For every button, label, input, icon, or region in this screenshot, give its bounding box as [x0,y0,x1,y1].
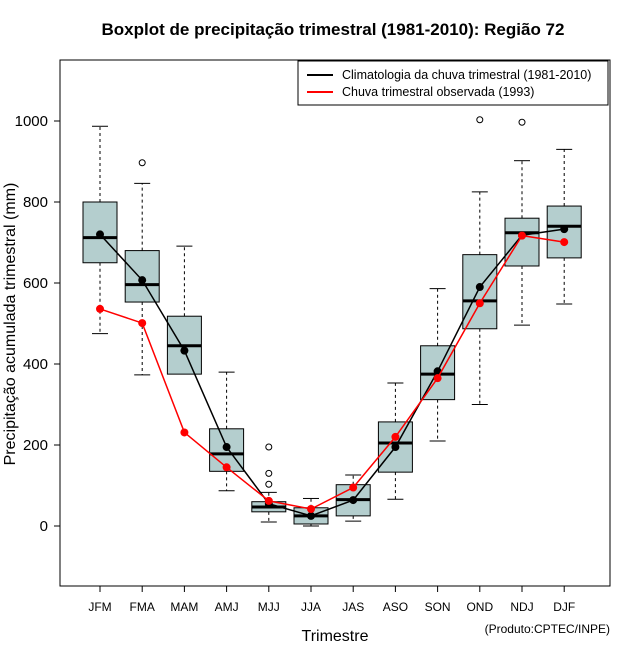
outlier-point [476,116,484,124]
box-mam [166,245,202,375]
outlier-point [138,159,146,167]
series-point [475,283,484,292]
series-point [475,299,484,308]
series-point [138,276,147,285]
series-point [264,496,273,505]
box-body [462,254,498,330]
series-point [180,428,189,437]
legend-label-observed: Chuva trimestral observada (1993) [342,85,534,99]
box-ond [462,116,498,405]
plot-frame [59,59,611,587]
y-axis-label: Precipitação acumulada trimestral (mm) [2,183,19,466]
y-tick-label: 800 [23,194,48,211]
y-tick-label: 200 [23,437,48,454]
x-tick-label: ASO [383,600,408,614]
series-observed [96,231,569,513]
series-point [349,496,358,505]
legend-label-climatology: Climatologia da chuva trimestral (1981-2… [342,68,591,82]
outlier-point [265,469,273,477]
box-mjj [251,443,287,523]
box-son [420,288,456,442]
series-line [99,234,565,510]
outlier-point [265,443,273,451]
series-point [391,443,400,452]
series-point [307,504,315,513]
x-tick-label: JJA [301,600,321,614]
x-axis-label: Trimestre [302,628,369,645]
series-point [96,230,104,239]
box-djf [546,148,582,305]
series-point [518,231,526,240]
box-amj [209,371,245,492]
x-tick-label: SON [425,600,451,614]
x-tick-label: MAM [170,600,198,614]
series-point [433,374,442,383]
series-point [560,238,569,247]
y-tick-label: 0 [40,518,48,535]
x-tick-label: DJF [553,600,575,614]
series-point [560,225,569,234]
x-tick-label: NDJ [510,600,533,614]
x-tick-label: OND [466,600,493,614]
series-climatology [96,225,569,520]
outlier-point [265,480,273,488]
box-aso [377,382,413,500]
series-point [307,511,315,520]
series-point [180,346,189,355]
credit-text: (Produto:CPTEC/INPE) [485,622,610,636]
x-tick-label: MJJ [258,600,280,614]
box-jfm [82,125,118,335]
box-body [504,217,540,267]
box-ndj [504,118,540,326]
x-tick-label: JAS [342,600,364,614]
y-tick-label: 400 [23,356,48,373]
outlier-point [518,118,526,126]
y-tick-label: 600 [23,275,48,292]
series-point [222,443,231,452]
series-point [96,304,104,313]
series-point [349,483,358,492]
box-body [546,205,582,259]
x-tick-label: AMJ [215,600,239,614]
series-point [391,432,400,441]
legend: Climatologia da chuva trimestral (1981-2… [297,60,609,106]
series-point [138,319,147,328]
legend-frame [297,60,609,106]
chart-title: Boxplot de precipitação trimestral (1981… [102,20,565,39]
x-tick-label: FMA [130,600,155,614]
y-tick-label: 1000 [15,113,48,130]
x-tick-label: JFM [88,600,111,614]
series-line [99,228,565,517]
series-point [222,463,231,472]
